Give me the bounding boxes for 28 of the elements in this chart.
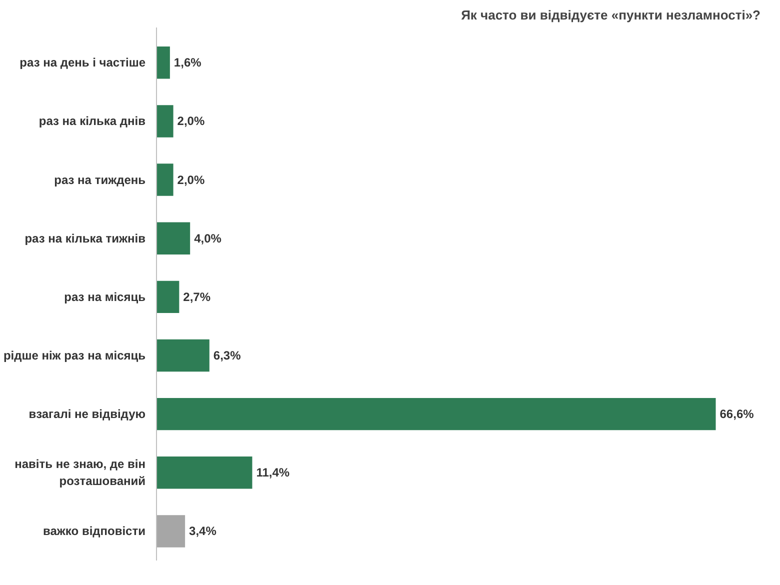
data-label: 6,3%	[213, 348, 242, 362]
data-label: 3,4%	[189, 524, 217, 538]
y-tick-label: взагалі не відвідую	[28, 407, 146, 422]
data-label: 2,7%	[183, 290, 211, 304]
y-tick-label: раз на кілька тижнів	[24, 231, 146, 246]
y-tick-label: рідше ніж раз на місяць	[3, 348, 146, 362]
y-tick-label: важко відповісти	[43, 524, 146, 538]
y-tick-label: навіть не знаю, де він розташований	[14, 457, 146, 488]
data-label: 4,0%	[194, 231, 222, 246]
y-tick-label: раз на день і частіше	[20, 56, 146, 70]
y-tick-label: раз на тиждень	[54, 172, 146, 187]
y-tick-label: раз на кілька днів	[38, 114, 146, 128]
bar	[156, 280, 180, 314]
data-label: 11,4%	[256, 466, 290, 480]
y-tick-label: раз на місяць	[64, 290, 146, 304]
data-label: 2,0%	[177, 172, 205, 187]
bar	[156, 105, 174, 138]
bar	[156, 164, 174, 196]
bar	[156, 222, 190, 254]
bar	[156, 515, 186, 548]
data-label: 66,6%	[720, 407, 754, 422]
bar	[156, 339, 210, 372]
bar	[156, 398, 716, 430]
data-label: 2,0%	[177, 114, 205, 128]
data-label: 1,6%	[174, 56, 202, 70]
bar	[156, 456, 252, 489]
chart-title: Як часто ви відвідуєте «пункти незламності»?	[461, 8, 761, 22]
bar	[156, 46, 170, 79]
